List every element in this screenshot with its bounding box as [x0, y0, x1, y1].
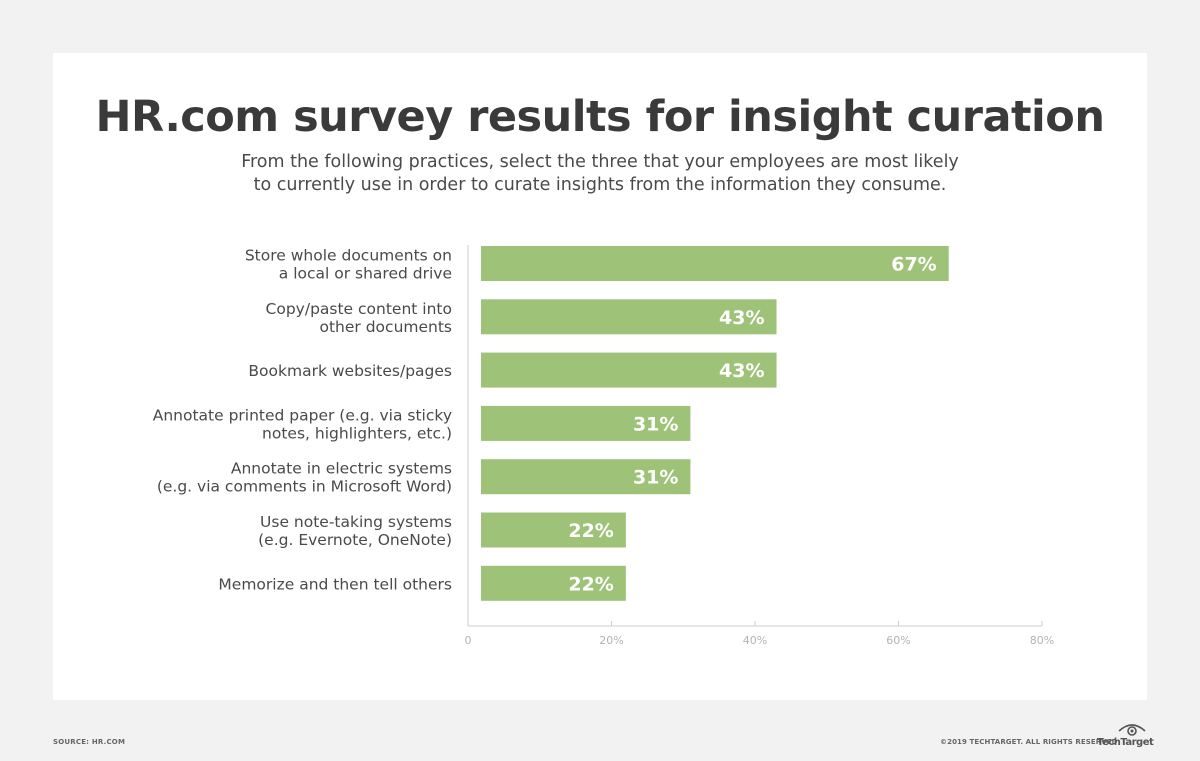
category-label-line: Memorize and then tell others	[218, 575, 452, 593]
x-tick-label: 0	[465, 634, 472, 647]
category-label-line: Annotate printed paper (e.g. via sticky	[153, 406, 452, 424]
subtitle-line-1: From the following practices, select the…	[241, 152, 959, 172]
category-label-line: a local or shared drive	[279, 265, 452, 283]
category-label: Store whole documents on a local or share…	[245, 247, 452, 283]
bar-value-label: 43%	[719, 360, 764, 382]
category-label-line: Bookmark websites/pages	[248, 362, 452, 380]
category-label-line: Use note-taking systems	[260, 513, 452, 531]
category-label-line: notes, highlighters, etc.)	[262, 424, 452, 442]
category-label-line: Store whole documents on	[245, 247, 452, 265]
bar-value-label: 67%	[891, 254, 936, 276]
chart-title: HR.com survey results for insight curati…	[95, 92, 1105, 142]
bar-value-label: 31%	[633, 413, 678, 435]
category-label: Annotate in electric systems (e.g. via co…	[157, 460, 452, 496]
bar	[481, 352, 777, 388]
logo-wordmark: TechTarget	[1097, 737, 1154, 748]
bar-value-label: 31%	[633, 467, 678, 489]
x-tick-label: 40%	[743, 634, 767, 647]
bar	[481, 512, 626, 548]
bar	[481, 405, 691, 441]
category-label-line: other documents	[320, 318, 453, 336]
category-label: Bookmark websites/pages	[248, 362, 452, 380]
category-label: Memorize and then tell others	[218, 575, 452, 593]
category-label: Annotate printed paper (e.g. via sticky n…	[153, 406, 452, 442]
x-tick-label: 60%	[886, 634, 910, 647]
x-tick-label: 20%	[599, 634, 623, 647]
techtarget-logo: TechTarget	[1097, 722, 1154, 748]
source-note: SOURCE: HR.COM	[53, 738, 126, 746]
category-label-line: (e.g. Evernote, OneNote)	[258, 531, 452, 549]
category-label-line: Copy/paste content into	[266, 300, 452, 318]
chart-subtitle: From the following practices, select the…	[200, 151, 1000, 197]
x-tick-label: 80%	[1030, 634, 1054, 647]
subtitle-line-2: to currently use in order to curate insi…	[253, 175, 947, 195]
bar-value-label: 43%	[719, 307, 764, 329]
bar-value-label: 22%	[568, 520, 613, 542]
bar-value-label: 22%	[568, 573, 613, 595]
bar	[481, 246, 949, 281]
copyright-note: ©2019 TECHTARGET. ALL RIGHTS RESERVED	[940, 738, 1118, 746]
category-label: Use note-taking systems (e.g. Evernote, O…	[258, 513, 452, 549]
category-label-line: (e.g. via comments in Microsoft Word)	[157, 478, 452, 496]
bar	[481, 459, 691, 495]
category-label: Copy/paste content into other documents	[266, 300, 452, 336]
category-label-line: Annotate in electric systems	[231, 460, 452, 478]
bar	[481, 565, 626, 601]
eye-icon	[1118, 724, 1146, 736]
bar	[481, 299, 777, 335]
